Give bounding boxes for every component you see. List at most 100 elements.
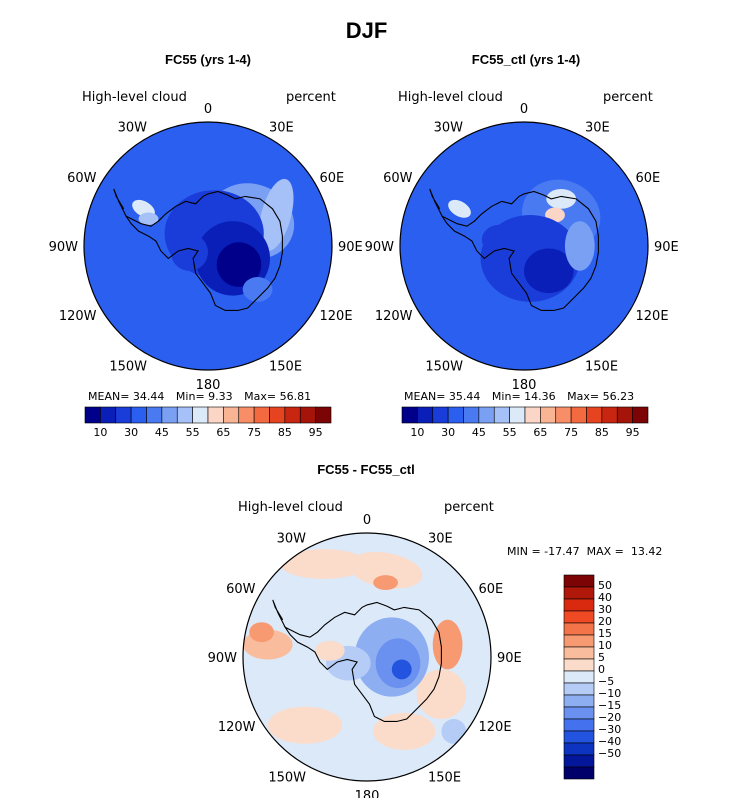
colorbar-swatch (601, 406, 618, 424)
map-diff: 0 30E 60E 90E 120E 150E 180 150W 120W 90W 60W 30W (208, 513, 522, 798)
colorbar-swatch (100, 406, 117, 424)
colorbar-label: −15 (598, 699, 622, 712)
lon-label-150W: 150W (268, 771, 306, 786)
colorbar-swatch (632, 406, 649, 424)
lon-label-90E: 90E (497, 651, 522, 666)
units-label-fc55-ctl: percent (603, 90, 653, 105)
lon-label-120W: 120W (218, 720, 256, 735)
lon-label-0: 0 (520, 102, 528, 117)
colorbar-label: 85 (277, 426, 292, 439)
colorbar-label: 75 (564, 426, 579, 439)
colorbar-swatch (299, 406, 316, 424)
colorbar-swatch (563, 718, 595, 732)
colorbar-label: 15 (598, 627, 612, 640)
colorbar-label: 45 (471, 426, 486, 439)
colorbar-label: −10 (598, 687, 622, 700)
min-value-fc55: 9.33 (208, 390, 233, 403)
max-label-fc55-ctl: Max= (567, 390, 600, 403)
colorbar-swatch (417, 406, 434, 424)
colorbar-swatch (524, 406, 541, 424)
lon-label-120E: 120E (479, 720, 512, 735)
colorbar-swatch (207, 406, 224, 424)
lon-label-0: 0 (204, 102, 212, 117)
colorbar-swatch (478, 406, 495, 424)
colorbar-swatch (493, 406, 510, 424)
colorbar-swatch (563, 766, 595, 780)
lon-label-60W: 60W (67, 171, 97, 186)
colorbar-fc55-ctl (401, 406, 649, 424)
lon-label-150W: 150W (109, 360, 147, 375)
colorbar-label: 30 (441, 426, 456, 439)
min-value-fc55-ctl: 14.36 (524, 390, 556, 403)
colorbar-swatch (570, 406, 587, 424)
colorbar-label: 10 (410, 426, 425, 439)
colorbar-swatch (192, 406, 209, 424)
lon-label-150E: 150E (428, 771, 461, 786)
panel-title-diff: FC55 - FC55_ctl (317, 462, 415, 477)
colorbar-label: 95 (625, 426, 640, 439)
max-value-fc55-ctl: 56.23 (602, 390, 635, 403)
colorbar-swatch (616, 406, 633, 424)
colorbar-swatch (223, 406, 240, 424)
figure-title: DJF (345, 18, 388, 43)
colorbar-swatch (447, 406, 464, 424)
colorbar-label: 45 (154, 426, 169, 439)
lon-label-180: 180 (512, 378, 537, 393)
lon-label-30W: 30W (118, 120, 148, 135)
units-label-fc55: percent (286, 90, 336, 105)
colorbar-swatch (253, 406, 270, 424)
lon-label-60E: 60E (479, 582, 504, 597)
lon-label-90E: 90E (654, 240, 679, 255)
colorbar-swatch (563, 634, 595, 648)
colorbar-swatch (401, 406, 418, 424)
colorbar-swatch (563, 586, 595, 600)
lon-label-150W: 150W (425, 360, 463, 375)
lon-label-60E: 60E (320, 171, 345, 186)
colorbar-label: 55 (502, 426, 517, 439)
lon-label-90W: 90W (49, 240, 79, 255)
colorbar-swatch (284, 406, 301, 424)
colorbar-swatch (563, 682, 595, 696)
colorbar-swatch (315, 406, 332, 424)
colorbar-swatch (115, 406, 132, 424)
colorbar-swatch (563, 610, 595, 624)
colorbar-swatch (84, 406, 101, 424)
lon-label-150E: 150E (585, 360, 618, 375)
colorbar-swatch (563, 706, 595, 720)
colorbar-label: 30 (598, 603, 612, 616)
colorbar-label: 55 (185, 426, 200, 439)
units-label-diff: percent (444, 500, 494, 515)
colorbar-fc55 (84, 406, 332, 424)
colorbar-label: 40 (598, 591, 612, 604)
lon-label-60W: 60W (383, 171, 413, 186)
lon-label-30E: 30E (269, 120, 294, 135)
colorbar-label: 30 (124, 426, 139, 439)
colorbar-label: 10 (93, 426, 108, 439)
colorbar-swatch (176, 406, 193, 424)
colorbar-swatch (563, 622, 595, 636)
lon-label-30W: 30W (277, 531, 307, 546)
field-label-fc55: High-level cloud (82, 90, 187, 105)
mean-value-fc55: 34.44 (132, 390, 165, 403)
panel-title-fc55: FC55 (yrs 1-4) (165, 52, 251, 67)
lon-label-150E: 150E (269, 360, 302, 375)
lon-label-60E: 60E (636, 171, 661, 186)
field-label-fc55-ctl: High-level cloud (398, 90, 503, 105)
colorbar-swatch (586, 406, 603, 424)
lon-label-90W: 90W (208, 651, 238, 666)
colorbar-swatch (146, 406, 163, 424)
colorbar-label: −20 (598, 711, 622, 724)
lon-label-30E: 30E (428, 531, 453, 546)
mean-value-fc55-ctl: 35.44 (448, 390, 481, 403)
colorbar-swatch (238, 406, 255, 424)
colorbar-swatch (563, 598, 595, 612)
colorbar-swatch (432, 406, 449, 424)
lon-label-90W: 90W (365, 240, 395, 255)
lon-label-120E: 120E (636, 309, 669, 324)
colorbar-swatch (563, 730, 595, 744)
lon-label-30W: 30W (434, 120, 464, 135)
colorbar-label: −30 (598, 723, 622, 736)
colorbar-label: 5 (598, 651, 605, 664)
colorbar-swatch (563, 670, 595, 684)
max-value-fc55: 56.81 (279, 390, 312, 403)
